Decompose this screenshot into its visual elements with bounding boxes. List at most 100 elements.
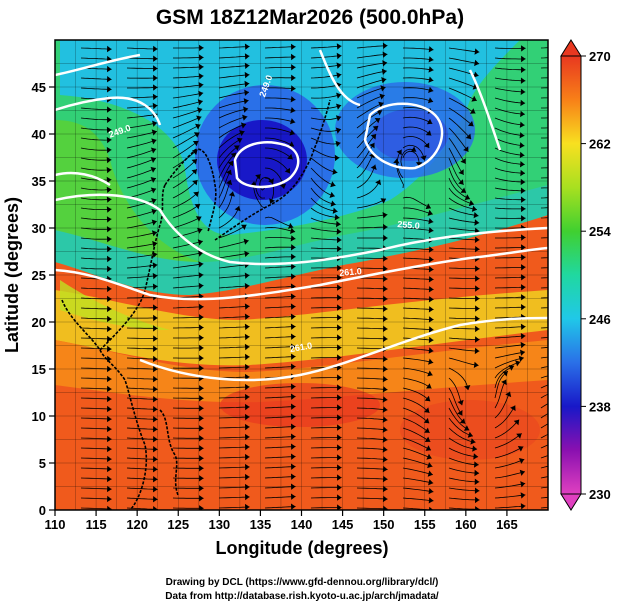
contour-line-255 [55, 171, 548, 266]
streamline [494, 379, 507, 409]
streamline [402, 87, 434, 92]
streamline-arrow [291, 433, 296, 440]
streamline [402, 337, 434, 341]
streamline [218, 406, 250, 409]
streamline [540, 433, 548, 439]
streamline-arrow [199, 334, 204, 341]
streamline [218, 145, 240, 169]
streamline-arrow [383, 234, 388, 242]
streamline [80, 507, 112, 510]
streamline-arrow [457, 410, 463, 416]
y-tick-label: 25 [32, 268, 46, 283]
y-tick-label: 35 [32, 174, 46, 189]
streamline [356, 45, 388, 49]
streamline [540, 67, 548, 69]
streamline [356, 267, 388, 270]
streamline-arrow [474, 487, 480, 494]
streamline-arrow [520, 178, 526, 186]
streamline-arrow [107, 445, 112, 453]
streamline-arrow [227, 160, 233, 167]
streamline [172, 100, 203, 109]
streamline-arrow [520, 77, 526, 84]
streamline-arrow [195, 123, 201, 130]
streamline-arrow [521, 234, 526, 241]
streamline [310, 74, 342, 79]
streamline [127, 87, 158, 89]
streamline-arrow [337, 314, 342, 321]
streamline [80, 477, 112, 480]
streamline [356, 70, 387, 79]
streamline-arrow [191, 169, 197, 175]
streamline [356, 417, 388, 421]
temperature-contours [55, 49, 548, 382]
streamline-arrow [228, 191, 235, 197]
streamline-arrow [199, 365, 204, 372]
streamline-arrow [416, 162, 423, 167]
streamline-arrow [153, 426, 158, 433]
streamline-arrow [337, 324, 342, 331]
streamline-arrow [337, 304, 342, 311]
streamline [259, 176, 274, 191]
streamline-arrow [460, 187, 466, 193]
streamline-arrow [474, 469, 480, 477]
streamline-arrow [519, 121, 525, 128]
streamline [356, 387, 388, 391]
streamline-arrow [337, 274, 342, 281]
streamline-arrow [150, 177, 156, 183]
streamline-arrow [107, 475, 112, 483]
streamline-arrow [383, 265, 388, 272]
streamline-arrow [284, 167, 290, 174]
streamline [356, 277, 388, 280]
streamline [448, 117, 472, 140]
streamline-arrow [520, 99, 526, 107]
streamline-arrow [291, 263, 296, 270]
streamline-arrow [337, 444, 342, 451]
streamline [80, 407, 112, 410]
streamline [218, 436, 250, 439]
streamline-arrow [290, 283, 296, 290]
streamline-arrow [521, 45, 526, 52]
streamline [80, 467, 112, 470]
streamline [218, 426, 250, 429]
streamline [448, 137, 466, 164]
streamline [494, 370, 509, 399]
streamline-arrow [107, 485, 112, 493]
streamline-arrow [337, 245, 342, 252]
streamline [402, 477, 434, 484]
streamline-arrow [427, 370, 433, 377]
streamline [448, 487, 480, 492]
streamline-arrow [153, 45, 158, 53]
streamline-arrow [291, 473, 296, 480]
streamline-arrow [244, 323, 250, 330]
streamline-arrow [269, 198, 275, 204]
colorbar-tick-label: 246 [589, 312, 611, 327]
streamline [310, 157, 338, 173]
streamline [172, 228, 203, 239]
streamline-arrow [425, 203, 431, 210]
streamline [264, 476, 296, 479]
streamline [264, 266, 296, 269]
streamline-arrow [382, 456, 388, 463]
y-tick-label: 45 [32, 80, 46, 95]
streamline [264, 346, 296, 349]
streamline-arrow [152, 120, 158, 127]
streamline-arrow [337, 334, 342, 341]
streamline [218, 116, 248, 129]
streamline-arrow [244, 43, 250, 50]
streamline [448, 157, 464, 185]
streamline [402, 277, 434, 280]
streamline [264, 306, 296, 309]
streamline-arrow [329, 191, 335, 198]
streamline-arrow [426, 118, 433, 125]
streamline [541, 147, 548, 149]
streamline [356, 397, 388, 401]
streamline-arrow [290, 107, 296, 114]
streamline-arrow [428, 46, 434, 53]
colorbar-tick-label: 270 [589, 49, 611, 64]
streamline-arrow [245, 473, 250, 481]
streamline [494, 361, 521, 379]
streamline-arrow [474, 48, 480, 55]
streamline-arrow [396, 149, 402, 156]
streamline-arrow [516, 433, 522, 439]
